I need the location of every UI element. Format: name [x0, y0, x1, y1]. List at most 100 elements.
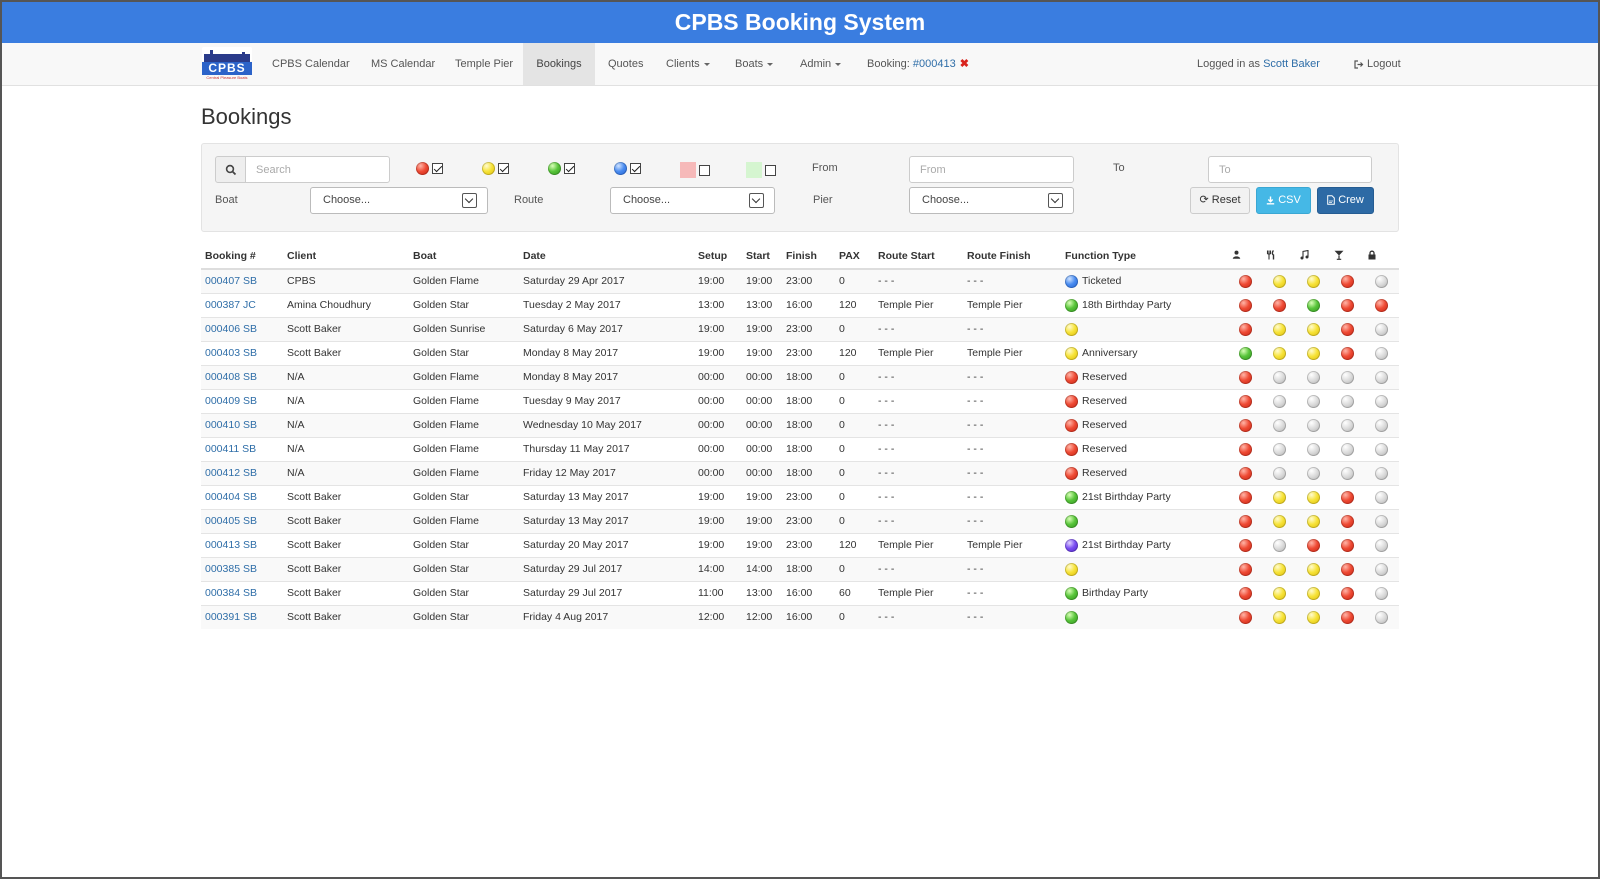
- booking-link[interactable]: 000405 SB: [205, 515, 257, 527]
- red-status-icon[interactable]: [1238, 322, 1252, 336]
- yellow-status-icon[interactable]: [1272, 346, 1286, 360]
- gray-status-icon[interactable]: [1375, 370, 1388, 384]
- booking-link[interactable]: 000407 SB: [205, 275, 257, 288]
- nav-bookings[interactable]: Bookings: [523, 43, 595, 85]
- gray-status-icon[interactable]: [1306, 394, 1320, 408]
- gray-status-icon[interactable]: [1272, 538, 1286, 552]
- yellow-status-icon[interactable]: [1272, 514, 1286, 528]
- red-status-icon[interactable]: [1238, 562, 1252, 576]
- yellow-status-icon[interactable]: [1306, 490, 1320, 504]
- gray-status-icon[interactable]: [1375, 586, 1388, 600]
- col-function-type[interactable]: Function Type: [1061, 244, 1228, 270]
- red-status-icon[interactable]: [1238, 274, 1252, 288]
- gray-status-icon[interactable]: [1340, 442, 1354, 456]
- gray-status-icon[interactable]: [1375, 610, 1388, 624]
- booking-link[interactable]: 000391 SB: [205, 611, 257, 624]
- table-row[interactable]: 000391 SB Scott Baker Golden Star Friday 4 …: [201, 604, 1399, 629]
- nav-boats-dropdown[interactable]: Boats: [722, 43, 786, 85]
- col-pax[interactable]: PAX: [835, 244, 874, 270]
- red-status-icon[interactable]: [1340, 586, 1354, 600]
- red-status-icon[interactable]: [1238, 466, 1252, 480]
- booking-link[interactable]: 000410 SB: [205, 419, 257, 431]
- boat-select[interactable]: Choose...: [310, 187, 488, 214]
- red-status-icon[interactable]: [1238, 298, 1252, 312]
- yellow-status-icon[interactable]: [1272, 586, 1286, 600]
- red-status-icon[interactable]: [1238, 490, 1252, 504]
- gray-status-icon[interactable]: [1375, 538, 1388, 552]
- filter-blue-checkbox[interactable]: [630, 163, 641, 174]
- col-route-start[interactable]: Route Start: [874, 244, 963, 270]
- red-status-icon[interactable]: [1340, 610, 1354, 624]
- col-setup[interactable]: Setup: [694, 244, 742, 270]
- table-row[interactable]: 000408 SB N/A Golden Flame Monday 8 May 201…: [201, 364, 1399, 389]
- red-status-icon[interactable]: [1340, 346, 1354, 360]
- gray-status-icon[interactable]: [1375, 490, 1388, 504]
- gray-status-icon[interactable]: [1340, 418, 1354, 432]
- booking-link[interactable]: 000406 SB: [205, 323, 257, 335]
- yellow-status-icon[interactable]: [1306, 586, 1320, 600]
- red-status-icon[interactable]: [1340, 298, 1354, 312]
- from-date-input[interactable]: [909, 156, 1074, 183]
- red-status-icon[interactable]: [1238, 538, 1252, 552]
- booking-link[interactable]: 000409 SB: [205, 395, 257, 407]
- nav-cpbs-calendar[interactable]: CPBS Calendar: [272, 58, 350, 70]
- yellow-status-icon[interactable]: [1272, 322, 1286, 336]
- table-row[interactable]: 000409 SB N/A Golden Flame Tuesday 9 May 20…: [201, 388, 1399, 413]
- col-boat[interactable]: Boat: [409, 244, 519, 270]
- filter-pink-checkbox[interactable]: [699, 164, 710, 176]
- nav-clients-dropdown[interactable]: Clients: [653, 43, 723, 85]
- red-status-icon[interactable]: [1238, 514, 1252, 528]
- yellow-status-icon[interactable]: [1306, 610, 1320, 624]
- red-status-icon[interactable]: [1340, 514, 1354, 528]
- gray-status-icon[interactable]: [1375, 466, 1388, 480]
- red-status-icon[interactable]: [1340, 274, 1354, 288]
- red-status-icon[interactable]: [1238, 610, 1252, 624]
- booking-link[interactable]: 000411 SB: [205, 443, 257, 455]
- green-status-icon[interactable]: [1306, 298, 1320, 312]
- yellow-status-icon[interactable]: [1306, 274, 1320, 288]
- red-status-icon[interactable]: [1306, 538, 1320, 552]
- yellow-status-icon[interactable]: [1272, 562, 1286, 576]
- gray-status-icon[interactable]: [1306, 466, 1320, 480]
- table-row[interactable]: 000403 SB Scott Baker Golden Star Monday 8 …: [201, 340, 1399, 365]
- gray-status-icon[interactable]: [1375, 442, 1388, 456]
- booking-link[interactable]: 000412 SB: [205, 467, 257, 479]
- user-link[interactable]: Scott Baker: [1263, 58, 1320, 70]
- booking-link[interactable]: 000387 JC: [205, 299, 256, 311]
- yellow-status-icon[interactable]: [1306, 346, 1320, 360]
- logout-button[interactable]: Logout: [1341, 43, 1414, 85]
- booking-link[interactable]: 000404 SB: [205, 491, 257, 503]
- gray-status-icon[interactable]: [1340, 370, 1354, 384]
- col-booking-number[interactable]: Booking #: [201, 244, 283, 270]
- yellow-status-icon[interactable]: [1272, 490, 1286, 504]
- red-status-icon[interactable]: [1272, 298, 1286, 312]
- cpbs-logo[interactable]: CPBS Central Pleasure Boats: [202, 47, 252, 81]
- to-date-input[interactable]: [1208, 156, 1372, 183]
- table-row[interactable]: 000410 SB N/A Golden Flame Wednesday 10 May…: [201, 412, 1399, 437]
- table-row[interactable]: 000411 SB N/A Golden Flame Thursday 11 May …: [201, 436, 1399, 461]
- gray-status-icon[interactable]: [1306, 442, 1320, 456]
- gray-status-icon[interactable]: [1375, 394, 1388, 408]
- gray-status-icon[interactable]: [1272, 370, 1286, 384]
- gray-status-icon[interactable]: [1272, 466, 1286, 480]
- booking-link[interactable]: 000408 SB: [205, 371, 257, 383]
- table-row[interactable]: 000387 JC Amina Choudhury Golden Star Tuesd…: [201, 292, 1399, 317]
- filter-lightgreen-checkbox[interactable]: [765, 164, 776, 176]
- booking-link[interactable]: 000385 SB: [205, 563, 257, 575]
- nav-quotes[interactable]: Quotes: [608, 58, 644, 70]
- filter-green-checkbox[interactable]: [564, 163, 575, 174]
- gray-status-icon[interactable]: [1306, 370, 1320, 384]
- red-status-icon[interactable]: [1238, 586, 1252, 600]
- booking-link[interactable]: 000403 SB: [205, 347, 257, 359]
- red-status-icon[interactable]: [1340, 490, 1354, 504]
- red-status-icon[interactable]: [1340, 538, 1354, 552]
- route-select[interactable]: Choose...: [610, 187, 775, 214]
- yellow-status-icon[interactable]: [1306, 514, 1320, 528]
- table-row[interactable]: 000385 SB Scott Baker Golden Star Saturday …: [201, 556, 1399, 581]
- table-row[interactable]: 000413 SB Scott Baker Golden Star Saturday …: [201, 532, 1399, 557]
- crew-button[interactable]: Crew: [1317, 187, 1374, 214]
- gray-status-icon[interactable]: [1375, 418, 1388, 432]
- reset-button[interactable]: ⟳ Reset: [1190, 187, 1250, 214]
- nav-admin-dropdown[interactable]: Admin: [787, 43, 854, 85]
- red-status-icon[interactable]: [1340, 322, 1354, 336]
